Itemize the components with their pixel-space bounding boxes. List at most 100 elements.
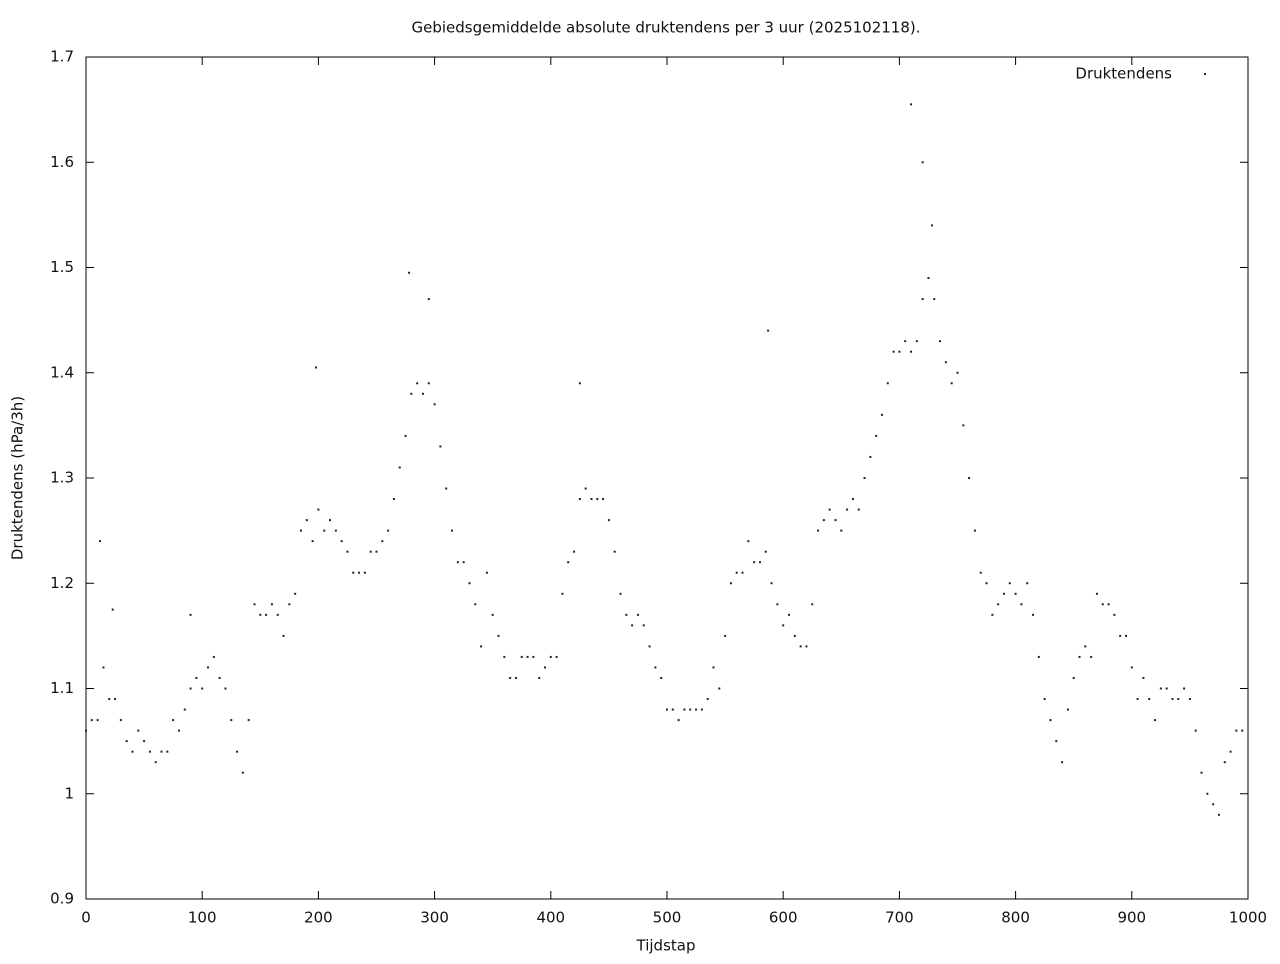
point: [578, 498, 581, 501]
point: [375, 550, 378, 553]
y-tick-label: 1.4: [50, 363, 74, 381]
point: [927, 277, 930, 280]
point: [358, 571, 361, 574]
point: [392, 498, 395, 501]
point: [898, 350, 901, 353]
point: [462, 561, 465, 564]
x-tick-label: 1000: [1229, 909, 1267, 927]
point: [1049, 719, 1052, 722]
point: [811, 603, 814, 606]
point: [869, 455, 872, 458]
point: [875, 434, 878, 437]
point: [456, 561, 459, 564]
point: [334, 529, 337, 532]
point: [98, 540, 101, 543]
point: [700, 708, 703, 711]
point: [596, 498, 599, 501]
point: [921, 298, 924, 301]
point: [828, 508, 831, 511]
point: [1095, 592, 1098, 595]
y-axis-label: Druktendens (hPa/3h): [9, 396, 27, 560]
point: [880, 413, 883, 416]
point: [329, 519, 332, 522]
point: [770, 582, 773, 585]
x-axis-label: Tijdstap: [636, 937, 696, 955]
point: [85, 729, 87, 732]
point: [956, 371, 959, 374]
point: [497, 634, 500, 637]
point: [886, 382, 889, 385]
point: [408, 271, 411, 274]
x-tick-label: 0: [81, 909, 91, 927]
point: [1229, 750, 1232, 753]
point: [247, 719, 250, 722]
point: [1188, 698, 1191, 701]
point: [857, 508, 860, 511]
point: [1136, 698, 1139, 701]
x-tick-label: 700: [885, 909, 914, 927]
point: [323, 529, 326, 532]
point: [288, 603, 291, 606]
point: [741, 571, 744, 574]
point: [503, 655, 506, 658]
point: [654, 666, 657, 669]
legend-label: Druktendens: [1075, 65, 1172, 83]
point: [915, 340, 918, 343]
point: [276, 613, 279, 616]
point: [1124, 634, 1127, 637]
y-tick-label: 1.7: [50, 48, 74, 66]
point: [427, 298, 430, 301]
point: [636, 613, 639, 616]
point: [892, 350, 895, 353]
point: [1037, 655, 1040, 658]
point: [607, 519, 610, 522]
point: [735, 571, 738, 574]
point: [1212, 803, 1215, 806]
point: [299, 529, 302, 532]
point: [1090, 655, 1093, 658]
point: [433, 403, 436, 406]
point: [764, 550, 767, 553]
point: [189, 687, 192, 690]
point: [102, 666, 105, 669]
point: [404, 434, 407, 437]
point: [352, 571, 355, 574]
point: [962, 424, 965, 427]
point: [1008, 582, 1011, 585]
point: [183, 708, 186, 711]
point: [822, 519, 825, 522]
point: [514, 676, 517, 679]
point: [706, 698, 709, 701]
point: [944, 361, 947, 364]
point: [561, 592, 564, 595]
point: [160, 750, 163, 753]
point: [207, 666, 210, 669]
point: [1130, 666, 1133, 669]
point: [445, 487, 448, 490]
point: [346, 550, 349, 553]
point: [782, 624, 785, 627]
point: [532, 655, 535, 658]
point: [968, 477, 971, 479]
point: [111, 608, 114, 611]
point: [1061, 761, 1064, 764]
point: [294, 592, 297, 595]
point: [241, 771, 244, 774]
point: [451, 529, 454, 532]
point: [1223, 761, 1226, 764]
point: [1241, 729, 1244, 732]
point: [666, 708, 668, 711]
point: [1078, 655, 1081, 658]
point: [1101, 603, 1104, 606]
point: [1014, 592, 1017, 595]
point: [282, 634, 285, 637]
point: [148, 750, 151, 753]
y-tick-label: 1.3: [50, 469, 74, 487]
point: [788, 613, 791, 616]
point: [1043, 698, 1046, 701]
point: [846, 508, 849, 511]
x-tick-label: 400: [536, 909, 565, 927]
point: [439, 445, 442, 448]
point: [799, 645, 802, 648]
point: [218, 676, 221, 679]
